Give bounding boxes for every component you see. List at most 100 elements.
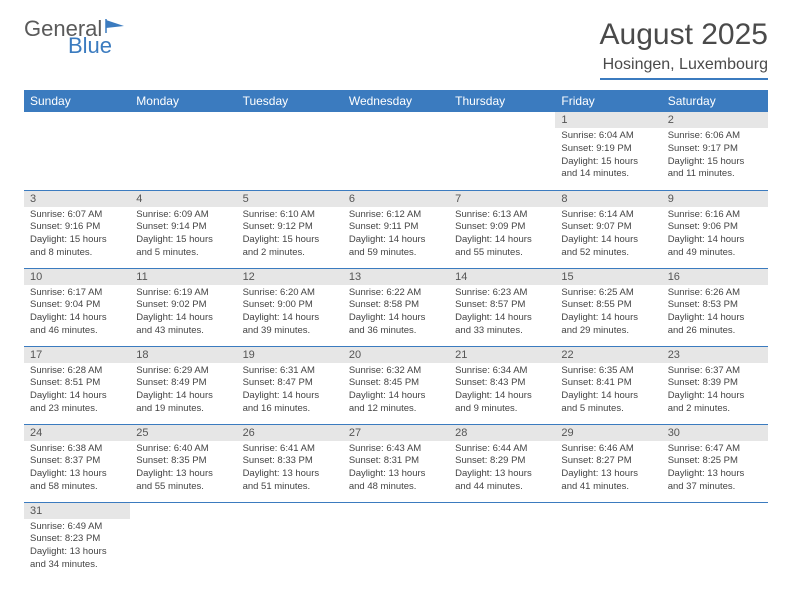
calendar-cell [24,112,130,190]
calendar-cell [237,502,343,580]
calendar-cell: 11Sunrise: 6:19 AMSunset: 9:02 PMDayligh… [130,268,236,346]
day-details: Sunrise: 6:43 AMSunset: 8:31 PMDaylight:… [343,441,449,498]
day-number: 19 [237,347,343,363]
calendar-cell [662,502,768,580]
weekday-header: Monday [130,90,236,112]
calendar-cell: 10Sunrise: 6:17 AMSunset: 9:04 PMDayligh… [24,268,130,346]
day-details: Sunrise: 6:32 AMSunset: 8:45 PMDaylight:… [343,363,449,420]
day-details: Sunrise: 6:17 AMSunset: 9:04 PMDaylight:… [24,285,130,342]
day-number: 24 [24,425,130,441]
header: GeneralBlue August 2025 Hosingen, Luxemb… [24,18,768,80]
calendar-table: SundayMondayTuesdayWednesdayThursdayFrid… [24,90,768,580]
day-number: 1 [555,112,661,128]
day-details: Sunrise: 6:44 AMSunset: 8:29 PMDaylight:… [449,441,555,498]
day-number: 4 [130,191,236,207]
day-number: 26 [237,425,343,441]
calendar-cell: 29Sunrise: 6:46 AMSunset: 8:27 PMDayligh… [555,424,661,502]
calendar-cell: 19Sunrise: 6:31 AMSunset: 8:47 PMDayligh… [237,346,343,424]
day-number: 18 [130,347,236,363]
calendar-header: SundayMondayTuesdayWednesdayThursdayFrid… [24,90,768,112]
logo: GeneralBlue [24,18,128,57]
day-details: Sunrise: 6:14 AMSunset: 9:07 PMDaylight:… [555,207,661,264]
calendar-cell: 18Sunrise: 6:29 AMSunset: 8:49 PMDayligh… [130,346,236,424]
weekday-header: Friday [555,90,661,112]
calendar-cell: 2Sunrise: 6:06 AMSunset: 9:17 PMDaylight… [662,112,768,190]
day-number: 14 [449,269,555,285]
calendar-cell: 8Sunrise: 6:14 AMSunset: 9:07 PMDaylight… [555,190,661,268]
day-details: Sunrise: 6:35 AMSunset: 8:41 PMDaylight:… [555,363,661,420]
day-details: Sunrise: 6:37 AMSunset: 8:39 PMDaylight:… [662,363,768,420]
calendar-cell: 31Sunrise: 6:49 AMSunset: 8:23 PMDayligh… [24,502,130,580]
calendar-cell: 17Sunrise: 6:28 AMSunset: 8:51 PMDayligh… [24,346,130,424]
calendar-cell [130,112,236,190]
day-details: Sunrise: 6:28 AMSunset: 8:51 PMDaylight:… [24,363,130,420]
day-details: Sunrise: 6:13 AMSunset: 9:09 PMDaylight:… [449,207,555,264]
day-number: 9 [662,191,768,207]
day-details: Sunrise: 6:20 AMSunset: 9:00 PMDaylight:… [237,285,343,342]
calendar-cell [343,112,449,190]
day-number: 5 [237,191,343,207]
weekday-header: Wednesday [343,90,449,112]
day-number: 17 [24,347,130,363]
day-number: 28 [449,425,555,441]
calendar-body: 1Sunrise: 6:04 AMSunset: 9:19 PMDaylight… [24,112,768,580]
calendar-cell: 13Sunrise: 6:22 AMSunset: 8:58 PMDayligh… [343,268,449,346]
day-number: 3 [24,191,130,207]
day-number: 12 [237,269,343,285]
day-details: Sunrise: 6:22 AMSunset: 8:58 PMDaylight:… [343,285,449,342]
calendar-cell: 12Sunrise: 6:20 AMSunset: 9:00 PMDayligh… [237,268,343,346]
day-details: Sunrise: 6:38 AMSunset: 8:37 PMDaylight:… [24,441,130,498]
calendar-cell: 3Sunrise: 6:07 AMSunset: 9:16 PMDaylight… [24,190,130,268]
day-details: Sunrise: 6:26 AMSunset: 8:53 PMDaylight:… [662,285,768,342]
day-details: Sunrise: 6:25 AMSunset: 8:55 PMDaylight:… [555,285,661,342]
weekday-header: Tuesday [237,90,343,112]
day-details: Sunrise: 6:16 AMSunset: 9:06 PMDaylight:… [662,207,768,264]
logo-text-2: Blue [68,36,128,57]
day-details: Sunrise: 6:06 AMSunset: 9:17 PMDaylight:… [662,128,768,185]
calendar-cell: 14Sunrise: 6:23 AMSunset: 8:57 PMDayligh… [449,268,555,346]
month-title: August 2025 [600,18,768,52]
calendar-cell: 30Sunrise: 6:47 AMSunset: 8:25 PMDayligh… [662,424,768,502]
calendar-cell: 22Sunrise: 6:35 AMSunset: 8:41 PMDayligh… [555,346,661,424]
calendar-cell: 15Sunrise: 6:25 AMSunset: 8:55 PMDayligh… [555,268,661,346]
day-number: 6 [343,191,449,207]
day-number: 7 [449,191,555,207]
logo-flag-icon [104,18,128,34]
calendar-cell: 4Sunrise: 6:09 AMSunset: 9:14 PMDaylight… [130,190,236,268]
day-details: Sunrise: 6:07 AMSunset: 9:16 PMDaylight:… [24,207,130,264]
calendar-cell: 24Sunrise: 6:38 AMSunset: 8:37 PMDayligh… [24,424,130,502]
calendar-cell [343,502,449,580]
calendar-cell [237,112,343,190]
day-details: Sunrise: 6:10 AMSunset: 9:12 PMDaylight:… [237,207,343,264]
weekday-header: Thursday [449,90,555,112]
calendar-cell [449,502,555,580]
day-number: 25 [130,425,236,441]
day-details: Sunrise: 6:12 AMSunset: 9:11 PMDaylight:… [343,207,449,264]
day-details: Sunrise: 6:04 AMSunset: 9:19 PMDaylight:… [555,128,661,185]
day-number: 10 [24,269,130,285]
calendar-cell: 1Sunrise: 6:04 AMSunset: 9:19 PMDaylight… [555,112,661,190]
day-number: 21 [449,347,555,363]
day-number: 16 [662,269,768,285]
day-number: 27 [343,425,449,441]
day-number: 23 [662,347,768,363]
day-details: Sunrise: 6:31 AMSunset: 8:47 PMDaylight:… [237,363,343,420]
calendar-cell: 6Sunrise: 6:12 AMSunset: 9:11 PMDaylight… [343,190,449,268]
calendar-cell: 23Sunrise: 6:37 AMSunset: 8:39 PMDayligh… [662,346,768,424]
day-details: Sunrise: 6:23 AMSunset: 8:57 PMDaylight:… [449,285,555,342]
calendar-cell [555,502,661,580]
day-details: Sunrise: 6:46 AMSunset: 8:27 PMDaylight:… [555,441,661,498]
day-details: Sunrise: 6:34 AMSunset: 8:43 PMDaylight:… [449,363,555,420]
day-details: Sunrise: 6:47 AMSunset: 8:25 PMDaylight:… [662,441,768,498]
location: Hosingen, Luxembourg [600,56,768,80]
calendar-cell: 7Sunrise: 6:13 AMSunset: 9:09 PMDaylight… [449,190,555,268]
day-number: 22 [555,347,661,363]
day-number: 15 [555,269,661,285]
title-block: August 2025 Hosingen, Luxembourg [600,18,768,80]
day-details: Sunrise: 6:19 AMSunset: 9:02 PMDaylight:… [130,285,236,342]
calendar-cell: 28Sunrise: 6:44 AMSunset: 8:29 PMDayligh… [449,424,555,502]
calendar-cell: 21Sunrise: 6:34 AMSunset: 8:43 PMDayligh… [449,346,555,424]
calendar-cell: 27Sunrise: 6:43 AMSunset: 8:31 PMDayligh… [343,424,449,502]
calendar-cell: 9Sunrise: 6:16 AMSunset: 9:06 PMDaylight… [662,190,768,268]
day-number: 13 [343,269,449,285]
